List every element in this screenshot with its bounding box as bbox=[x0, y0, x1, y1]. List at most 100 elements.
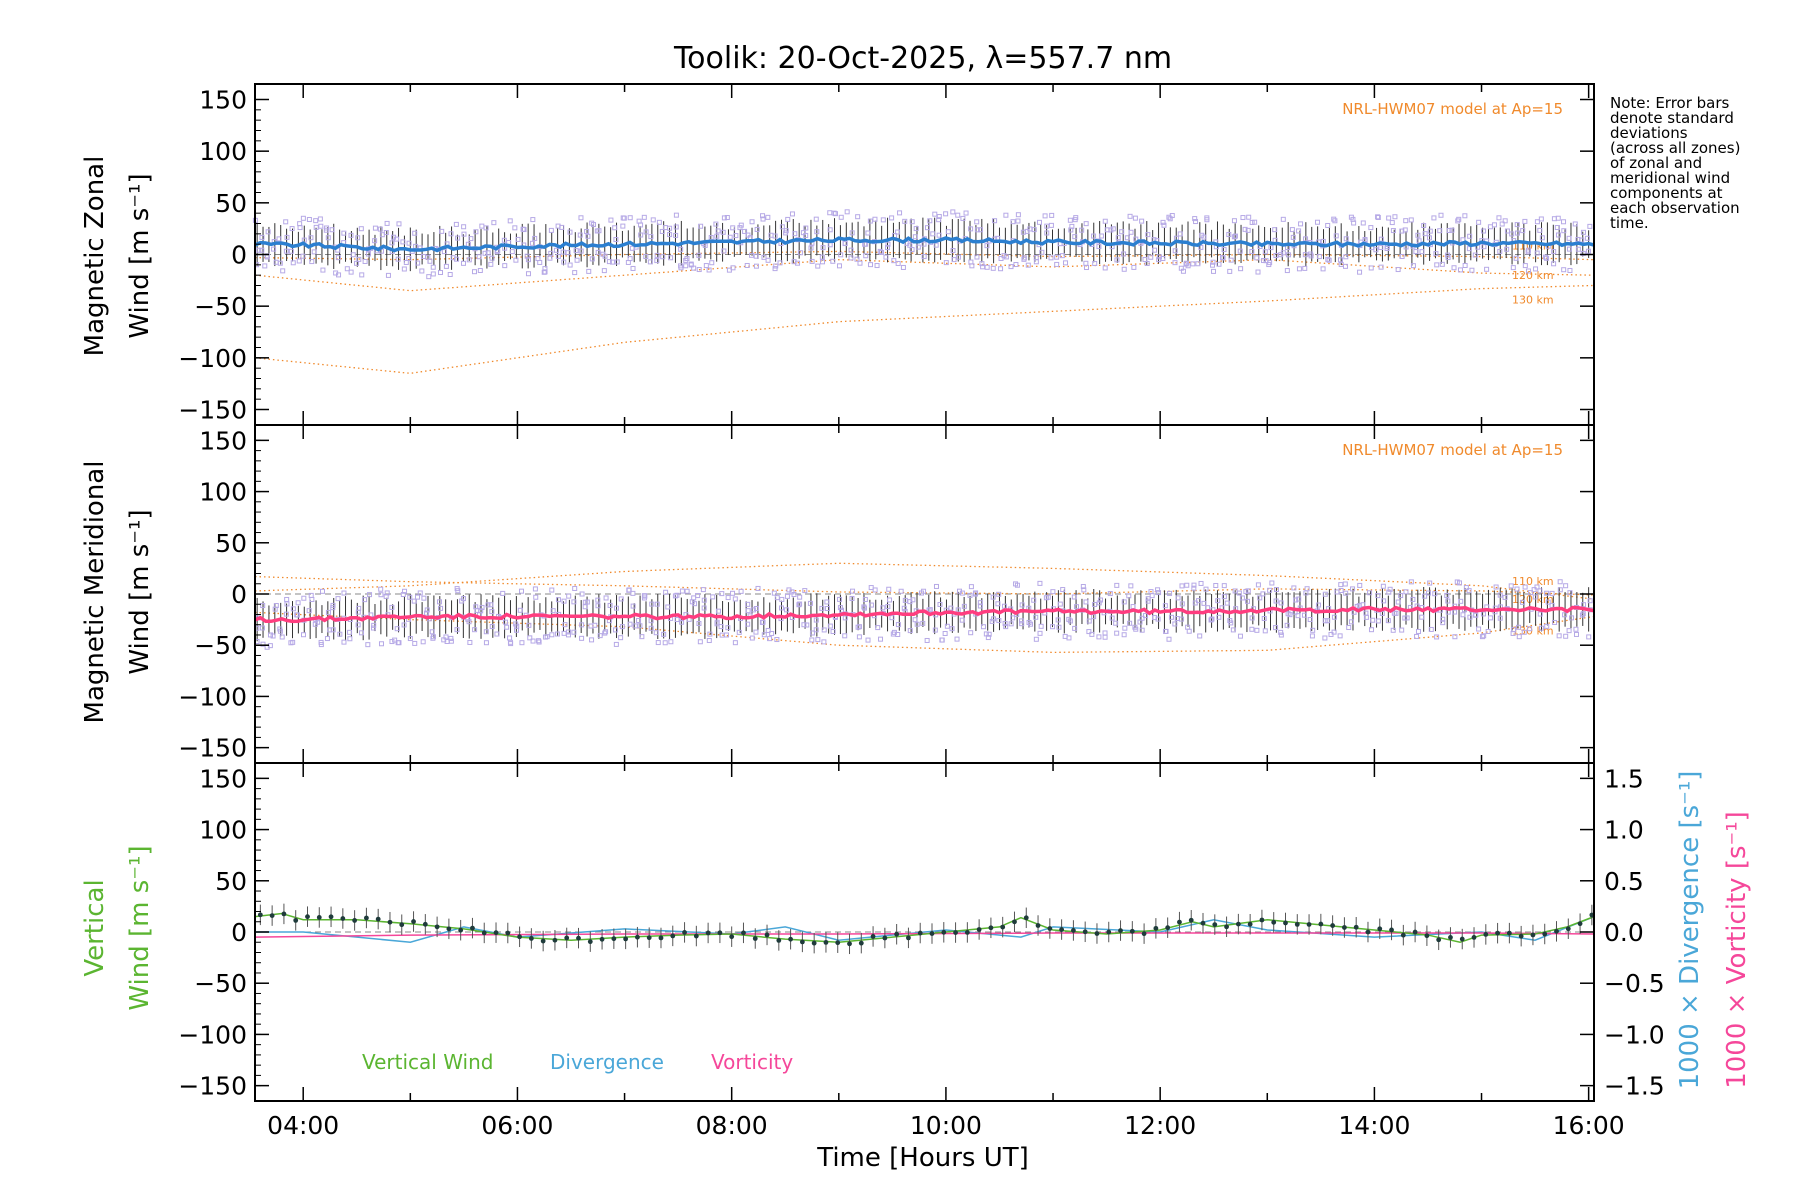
meridional-sample-point bbox=[504, 624, 510, 630]
vertical-ytick-label: −50 bbox=[194, 969, 247, 998]
meridional-sample-point bbox=[784, 607, 790, 613]
zonal-sample-point bbox=[586, 268, 592, 274]
zonal-sample-point bbox=[283, 248, 289, 254]
zonal-sample-point bbox=[1226, 232, 1232, 238]
meridional-sample-point bbox=[1520, 599, 1526, 605]
vertical-wind-point bbox=[1224, 924, 1229, 930]
zonal-sample-point bbox=[1433, 251, 1439, 257]
meridional-sample-point bbox=[1196, 598, 1202, 604]
meridional-sample-point bbox=[1307, 617, 1313, 623]
meridional-sample-point bbox=[1428, 626, 1434, 632]
zonal-sample-point bbox=[1331, 216, 1337, 222]
zonal-sample-point bbox=[838, 252, 844, 258]
meridional-sample-point bbox=[1452, 609, 1458, 615]
zonal-sample-point bbox=[654, 258, 660, 264]
zonal-sample-point bbox=[1054, 261, 1060, 267]
meridional-sample-point bbox=[1081, 587, 1087, 593]
zonal-ytick-label: −100 bbox=[178, 344, 247, 373]
zonal-sample-point bbox=[1079, 227, 1085, 233]
zonal-sample-point bbox=[1567, 267, 1573, 273]
meridional-sample-point bbox=[1037, 580, 1043, 586]
meridional-sample-point bbox=[1545, 599, 1551, 605]
zonal-sample-point bbox=[1510, 265, 1516, 271]
zonal-sample-point bbox=[1539, 235, 1545, 241]
vertical-wind-point bbox=[387, 919, 393, 925]
meridional-sample-point bbox=[362, 597, 368, 603]
zonal-sample-point bbox=[1096, 244, 1102, 250]
meridional-sample-point bbox=[589, 637, 595, 643]
meridional-sample-point bbox=[489, 609, 495, 615]
zonal-sample-point bbox=[977, 227, 983, 233]
zonal-sample-point bbox=[885, 245, 891, 251]
zonal-sample-point bbox=[1481, 228, 1487, 234]
zonal-sample-point bbox=[1098, 233, 1104, 239]
meridional-sample-point bbox=[1379, 610, 1385, 616]
zonal-sample-point bbox=[968, 259, 974, 265]
zonal-sample-point bbox=[348, 232, 354, 238]
zonal-sample-point bbox=[515, 236, 521, 242]
zonal-sample-point bbox=[482, 250, 488, 256]
zonal-sample-point bbox=[561, 259, 567, 265]
meridional-sample-point bbox=[1487, 615, 1493, 621]
zonal-sample-point bbox=[359, 272, 365, 278]
meridional-sample-point bbox=[1537, 611, 1543, 617]
meridional-sample-point bbox=[961, 603, 967, 609]
vertical-wind-point bbox=[870, 934, 876, 939]
zonal-sample-point bbox=[443, 263, 449, 269]
meridional-sample-point bbox=[830, 629, 836, 635]
zonal-model-label-2: 120 km bbox=[1512, 269, 1554, 282]
zonal-sample-point bbox=[783, 228, 789, 234]
meridional-sample-point bbox=[1445, 598, 1451, 604]
meridional-sample-point bbox=[330, 627, 336, 633]
meridional-sample-point bbox=[272, 606, 278, 612]
vertical-wind-point bbox=[670, 933, 676, 939]
zonal-sample-point bbox=[1115, 235, 1121, 241]
zonal-sample-point bbox=[1542, 254, 1548, 260]
chart-title: Toolik: 20-Oct-2025, λ=557.7 nm bbox=[673, 41, 1172, 76]
vertical-wind-point bbox=[1259, 917, 1265, 923]
zonal-sample-point bbox=[1003, 254, 1009, 260]
meridional-sample-point bbox=[359, 630, 365, 636]
zonal-sample-point bbox=[1114, 257, 1120, 263]
meridional-sample-point bbox=[325, 609, 331, 615]
zonal-sample-point bbox=[832, 211, 838, 217]
zonal-sample-point bbox=[1415, 232, 1421, 238]
zonal-sample-point bbox=[468, 236, 474, 242]
zonal-sample-point bbox=[277, 260, 283, 266]
vertical-wind-point bbox=[1318, 921, 1324, 927]
meridional-sample-point bbox=[920, 620, 926, 626]
zonal-sample-point bbox=[289, 226, 295, 232]
vertical-wind-point bbox=[1483, 932, 1489, 937]
vertical-ylabel: Vertical Wind [m s⁻¹] bbox=[80, 845, 155, 1010]
zonal-sample-point bbox=[980, 264, 986, 270]
note-line-5: of zonal and bbox=[1610, 154, 1702, 172]
meridional-sample-point bbox=[989, 618, 995, 624]
zonal-sample-point bbox=[808, 245, 814, 251]
meridional-sample-point bbox=[1273, 598, 1279, 604]
zonal-sample-point bbox=[673, 224, 679, 230]
meridional-sample-point bbox=[1514, 586, 1520, 592]
meridional-sample-point bbox=[309, 597, 315, 603]
note-line-7: components at bbox=[1610, 184, 1723, 202]
meridional-sample-point bbox=[407, 594, 413, 600]
meridional-sample-point bbox=[347, 629, 353, 635]
meridional-sample-point bbox=[466, 619, 472, 625]
meridional-sample-point bbox=[489, 624, 495, 630]
zonal-sample-point bbox=[979, 261, 985, 267]
meridional-sample-point bbox=[1331, 629, 1337, 635]
meridional-sample-point bbox=[1156, 590, 1162, 596]
meridional-sample-point bbox=[1056, 624, 1062, 630]
zonal-sample-point bbox=[1102, 218, 1108, 224]
meridional-sample-point bbox=[648, 618, 654, 624]
meridional-sample-point bbox=[1432, 591, 1438, 597]
zonal-sample-point bbox=[1514, 222, 1520, 228]
zonal-sample-point bbox=[795, 260, 801, 266]
zonal-sample-point bbox=[509, 249, 515, 255]
meridional-sample-point bbox=[1532, 594, 1538, 600]
meridional-sample-point bbox=[1573, 631, 1579, 637]
zonal-sample-point bbox=[276, 236, 282, 242]
zonal-sample-point bbox=[280, 268, 286, 274]
meridional-sample-point bbox=[618, 635, 624, 641]
vertical-wind-point bbox=[799, 939, 805, 945]
zonal-sample-point bbox=[990, 265, 996, 271]
